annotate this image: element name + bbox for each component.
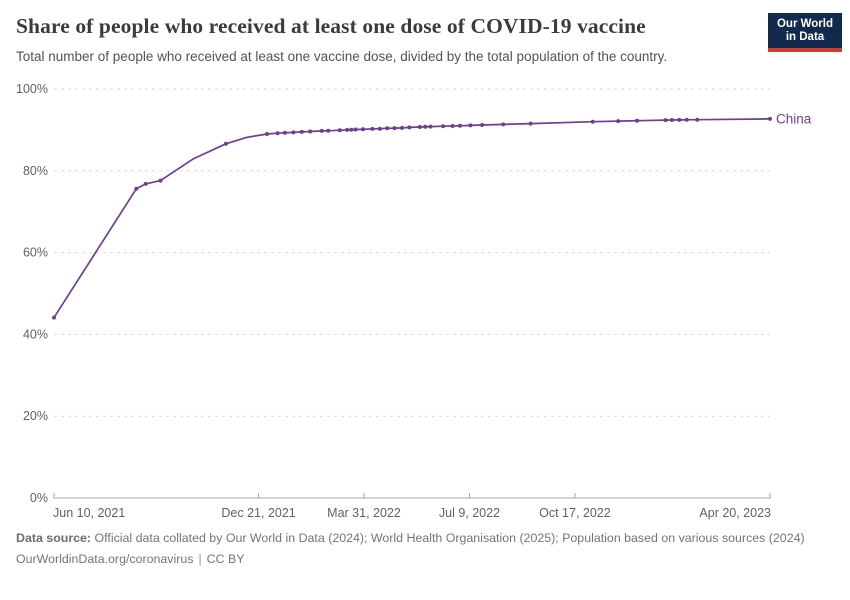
data-point-marker — [669, 118, 674, 122]
data-point-marker — [52, 315, 56, 320]
data-point-marker — [677, 117, 682, 122]
data-point-marker — [337, 128, 342, 133]
x-axis-label: Apr 20, 2023 — [699, 506, 771, 520]
owid-url-link[interactable]: OurWorldinData.org/coronavirus — [16, 552, 194, 566]
data-point-marker — [616, 119, 621, 124]
owid-logo-text-line1: Our World — [776, 18, 833, 30]
data-point-marker — [663, 118, 668, 123]
y-axis-label: 0% — [30, 491, 48, 505]
chart-footer: Data source: Official data collated by O… — [16, 530, 808, 567]
data-point-marker — [450, 124, 455, 128]
series-line-china — [53, 118, 771, 319]
data-point-marker — [480, 123, 485, 127]
data-point-marker — [458, 123, 462, 128]
data-point-marker — [299, 129, 304, 134]
data-point-marker — [291, 130, 296, 135]
series-label-china[interactable]: China — [776, 111, 812, 126]
data-point-marker — [400, 125, 404, 130]
footer-separator: | — [198, 552, 202, 566]
data-source-label: Data source: — [16, 531, 92, 545]
data-point-marker — [684, 117, 689, 122]
page-title: Share of people who received at least on… — [16, 14, 646, 38]
data-point-marker — [370, 126, 375, 131]
owid-logo[interactable]: Our World in Data — [768, 13, 842, 52]
x-axis-label: Jun 10, 2021 — [53, 506, 125, 520]
x-axis-label: Dec 21, 2021 — [221, 506, 295, 520]
data-point-marker — [223, 141, 228, 146]
x-axis-label: Oct 17, 2022 — [539, 506, 611, 520]
data-point-marker — [308, 129, 313, 134]
data-point-marker — [695, 117, 700, 122]
data-point-marker — [345, 127, 350, 132]
data-point-marker — [282, 130, 287, 135]
y-axis-label: 100% — [16, 82, 48, 96]
data-point-marker — [423, 124, 428, 129]
data-point-marker — [143, 181, 148, 186]
data-point-marker — [353, 127, 358, 132]
data-source-text: Official data collated by Our World in D… — [94, 531, 805, 545]
data-point-marker — [768, 116, 772, 121]
license-note: OurWorldinData.org/coronavirus | CC BY — [16, 551, 808, 567]
data-point-marker — [501, 122, 506, 127]
data-point-marker — [265, 132, 269, 136]
data-point-marker — [528, 121, 533, 126]
data-point-marker — [590, 119, 595, 124]
data-source-note: Data source: Official data collated by O… — [16, 530, 808, 546]
data-point-marker — [361, 127, 365, 132]
data-point-marker — [275, 131, 280, 136]
data-point-marker — [158, 178, 163, 183]
data-point-marker — [319, 128, 324, 133]
y-axis-label: 40% — [23, 327, 48, 341]
y-axis-label: 20% — [23, 409, 48, 423]
data-point-marker — [441, 124, 446, 129]
data-point-marker — [428, 124, 433, 129]
chart-subtitle: Total number of people who received at l… — [16, 49, 668, 64]
data-point-marker — [134, 186, 139, 191]
y-axis-label: 80% — [23, 164, 48, 178]
owid-logo-text-line2: in Data — [785, 31, 825, 43]
license-label[interactable]: CC BY — [206, 552, 245, 566]
x-axis-label: Mar 31, 2022 — [327, 506, 401, 520]
data-point-marker — [377, 126, 382, 131]
data-point-marker — [417, 125, 422, 129]
data-point-marker — [468, 123, 473, 128]
data-point-marker — [385, 126, 390, 131]
data-point-marker — [349, 127, 354, 132]
data-point-marker — [635, 118, 640, 123]
data-point-marker — [392, 126, 397, 131]
x-axis-label: Jul 9, 2022 — [439, 506, 500, 520]
y-axis-label: 60% — [23, 246, 48, 260]
data-point-marker — [326, 128, 331, 133]
data-point-marker — [407, 125, 412, 130]
